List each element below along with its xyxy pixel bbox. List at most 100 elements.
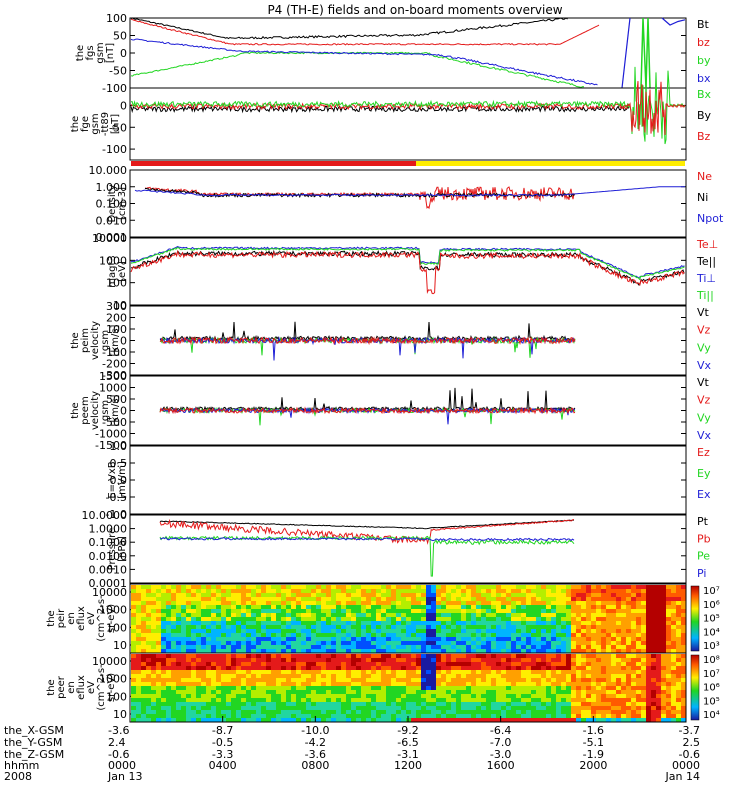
y-tick-label: 10.000 (89, 164, 128, 177)
y-axis-label: the (70, 402, 81, 418)
legend-entry: Ni (697, 191, 708, 204)
y-tick-label: 10000 (92, 586, 127, 599)
colorbar-tick-label: 10⁵ (703, 614, 720, 625)
y-axis-label: [cm-3] (117, 187, 128, 220)
y-tick-label: 100 (106, 12, 127, 25)
legend-entry: By (697, 109, 712, 122)
x-tick-label: -0.5 (212, 736, 233, 749)
y-axis-label: sr-eV) (106, 604, 117, 633)
y-axis-label: gsm (95, 42, 106, 63)
legend-entry: Pt (697, 515, 709, 528)
y-tick-label: 1000 (99, 604, 127, 617)
y-axis-label: sr-eV) (106, 673, 117, 702)
y-axis-label: gsm (90, 113, 101, 134)
series-Pi (159, 536, 575, 542)
series-bx-spike (621, 17, 631, 89)
series-Ti-perp (130, 246, 685, 279)
y-axis-label: eV (86, 612, 97, 625)
y-axis-label: (cm^2-s- (96, 595, 107, 642)
y-axis-label: the (46, 679, 57, 695)
y-tick-label: -1000 (95, 428, 127, 441)
legend-entry: Ti|| (696, 289, 714, 302)
y-axis-label: eV (86, 681, 97, 694)
legend-entry: Vy (697, 341, 711, 354)
legend-entry: Ti⊥ (696, 272, 716, 285)
panel-frame (129, 445, 687, 515)
y-tick-label: 10000 (92, 232, 127, 245)
legend-entry: Npot (697, 212, 724, 225)
x-row-label: the_Y-GSM (4, 736, 62, 749)
y-tick-label: 1000 (99, 254, 127, 267)
y-tick-label: 0 (120, 99, 127, 112)
y-tick-label: 1000 (99, 382, 127, 395)
figure-title: P4 (TH-E) fields and on-board moments ov… (267, 3, 562, 17)
series-Npot (134, 186, 685, 197)
x-tick-label: -0.6 (679, 748, 700, 761)
y-axis-label: Pressure (107, 528, 118, 571)
x-row-label: the_Z-GSM (4, 748, 64, 761)
y-tick-label: 0.001 (96, 231, 128, 244)
x-tick-label: -8.7 (212, 724, 233, 737)
y-tick-label: 200 (106, 312, 127, 325)
panel-temp: 10000 1000 100 10 magt3 [eV] Te⊥ Te|| Ti⊥ Ti|| (92, 232, 718, 312)
y-tick-label: 0.0010 (89, 563, 128, 576)
colorbar-tick-label: 10⁷ (703, 669, 720, 680)
y-tick-label: -100 (102, 143, 127, 156)
panel-frame (129, 514, 687, 584)
y-tick-label: -100 (102, 346, 127, 359)
y-axis-label: eflux (76, 675, 87, 700)
x-tick-label: -3.1 (397, 748, 418, 761)
colorbar-tick-label: 10⁶ (703, 600, 720, 611)
y-tick-label: -300 (102, 369, 127, 382)
series-Bz-burst (619, 81, 686, 136)
y-axis-label: (cm^2-s- (96, 664, 107, 711)
y-tick-label: 0 (120, 47, 127, 60)
colorbar-tick-label: 10⁵ (703, 696, 720, 707)
colorbar-tick-label: 10³ (703, 641, 720, 652)
legend-entry: Ey (697, 467, 711, 480)
y-axis-label: peem (80, 396, 91, 424)
y-tick-label: 50 (113, 30, 127, 43)
legend-entry: Vt (697, 306, 710, 319)
y-axis-label: velocity (90, 321, 101, 360)
x-tick-label: -6.4 (490, 724, 511, 737)
legend-entry: Pi (697, 567, 706, 580)
spectrogram-cells (131, 654, 686, 722)
panel-frame (129, 169, 687, 238)
panel-efield: 1.0 0.5 0.0 -0.5 -1.0 E=-VxB [mV/m] Ez Ey Ex (106, 440, 711, 521)
x-row-label: the_X-GSM (4, 724, 64, 737)
series-Ti-par (130, 246, 685, 281)
y-tick-label: -100 (102, 82, 127, 95)
y-axis-label: [km/s] (110, 394, 121, 426)
x-tick-label: 0400 (209, 759, 237, 772)
y-tick-label: -200 (102, 358, 127, 371)
colorbar-tick-label: 10⁷ (703, 586, 720, 597)
y-tick-label: 500 (106, 393, 127, 406)
y-tick-label: -500 (102, 416, 127, 429)
y-tick-label: 1.0000 (89, 523, 128, 536)
x-tick-label: -0.6 (108, 748, 129, 761)
panel-espec: 10000 1000 100 10 the peer en eflux eV (cm^2-s-sr… (46, 652, 720, 723)
x-tick-label: 1200 (394, 759, 422, 772)
panel-frame (129, 237, 687, 306)
x-tick-label: -3.3 (212, 748, 233, 761)
y-axis-label: en (66, 612, 77, 625)
y-axis-label: the (70, 116, 81, 132)
x-tick-label: Jan 13 (107, 770, 142, 783)
x-tick-label: -4.2 (305, 736, 326, 749)
y-tick-label: 1500 (99, 370, 127, 383)
series-Pt (159, 519, 574, 530)
y-axis-label: [nPa] (117, 536, 128, 562)
legend-entry: Vt (697, 376, 710, 389)
y-tick-label: 1.000 (96, 181, 128, 194)
colorbar (690, 654, 700, 721)
colorbar-tick-label: 10⁸ (703, 655, 720, 666)
x-tick-label: 2.5 (683, 736, 701, 749)
panel-frame (129, 87, 687, 161)
y-tick-label: 100 (106, 323, 127, 336)
y-tick-label: 10000 (92, 655, 127, 668)
y-tick-label: -1500 (95, 439, 127, 452)
x-tick-label: -7.0 (490, 736, 511, 749)
